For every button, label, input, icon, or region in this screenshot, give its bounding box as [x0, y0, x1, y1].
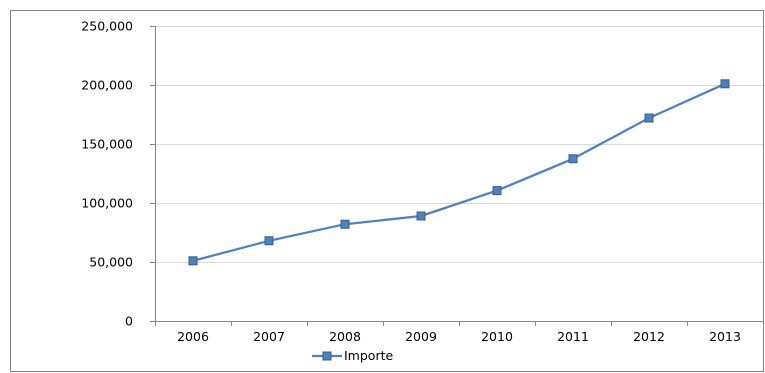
- series-importe: [188, 79, 730, 266]
- data-point-marker: [568, 154, 578, 164]
- x-tick-label: 2006: [177, 329, 209, 344]
- x-tick-label: 2007: [253, 329, 285, 344]
- x-tick-label: 2013: [709, 329, 741, 344]
- y-tick-label: 0: [125, 314, 133, 329]
- x-tick-label: 2008: [329, 329, 361, 344]
- data-point-marker: [264, 236, 274, 246]
- data-point-marker: [720, 79, 730, 89]
- y-tick-label: 150,000: [81, 137, 133, 152]
- x-tick-label: 2012: [633, 329, 665, 344]
- chart-border: [10, 10, 764, 372]
- legend-label-importe: Importe: [344, 348, 393, 363]
- data-point-marker: [416, 211, 426, 221]
- x-tick-label: 2011: [557, 329, 589, 344]
- y-tick-label: 250,000: [81, 19, 133, 34]
- gridlines: [155, 26, 763, 263]
- y-axis-tick-labels: 0 50,000 100,000 150,000 200,000 250,000: [81, 19, 133, 329]
- legend: Importe: [312, 348, 393, 363]
- y-tick-label: 200,000: [81, 78, 133, 93]
- series-line: [192, 82, 726, 262]
- x-axis-tick-labels: 2006 2007 2008 2009 2010 2011 2012 2013: [177, 329, 741, 344]
- x-tick-label: 2009: [405, 329, 437, 344]
- legend-marker-swatch: [322, 351, 332, 361]
- data-point-marker: [340, 219, 350, 229]
- data-point-marker: [188, 256, 198, 266]
- y-tick-label: 50,000: [89, 255, 133, 270]
- axes: [150, 26, 764, 326]
- data-point-marker: [492, 186, 502, 196]
- y-tick-label: 100,000: [81, 196, 133, 211]
- data-point-marker: [644, 113, 654, 123]
- x-tick-label: 2010: [481, 329, 513, 344]
